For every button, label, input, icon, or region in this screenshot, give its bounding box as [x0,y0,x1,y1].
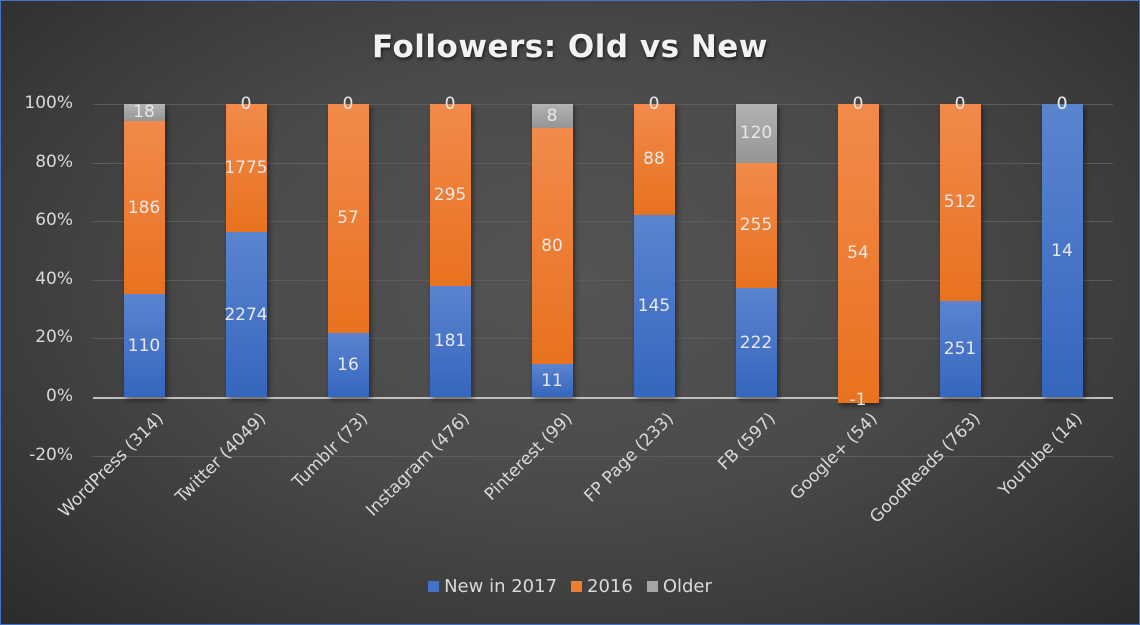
bar-segment-y2016[interactable] [939,104,981,301]
data-label: 0 [954,94,966,114]
bar-segment-new[interactable] [327,332,369,397]
bar-segment-new[interactable] [939,300,981,397]
gridline [93,221,1113,223]
y-tick-label: 0% [46,386,73,406]
bar-fb[interactable] [735,104,777,397]
x-tick-label: Pinterest (99) [480,409,577,505]
x-tick-label: WordPress (314) [54,409,168,522]
legend-label: 2016 [587,576,633,597]
bar-segment-new[interactable] [1041,104,1083,397]
bar-google+[interactable] [837,104,879,403]
y-tick-label: 40% [35,268,73,289]
legend-item-new[interactable]: New in 2017 [428,576,557,597]
x-tick-label: Tumblr (73) [288,409,373,493]
bar-segment-new[interactable] [633,214,675,397]
data-label: 8 [546,105,558,126]
legend-swatch-icon [571,580,583,592]
bar-segment-y2016[interactable] [429,104,471,286]
data-label: 186 [127,197,161,218]
data-label: 110 [127,335,161,356]
bar-youtube[interactable] [1041,104,1083,397]
bar-twitter[interactable] [225,104,267,397]
data-label: 80 [541,236,563,257]
data-label: 0 [1056,94,1068,114]
bar-segment-older[interactable] [123,104,165,121]
bar-segment-older[interactable] [735,104,777,163]
gridline [93,104,1113,105]
bar-segment-new[interactable] [123,294,165,397]
y-tick-label: 100% [24,93,73,113]
legend-item-older[interactable]: Older [646,576,712,597]
legend-swatch-icon [428,580,440,592]
y-tick-label: -20% [29,444,73,465]
legend-swatch-icon [646,580,658,592]
data-label: 1775 [224,158,268,179]
data-label: 57 [337,208,359,229]
bar-goodreads[interactable] [939,104,981,397]
bar-segment-y2016[interactable] [123,120,165,295]
bar-segment-y2016[interactable] [735,162,777,289]
data-label: 16 [337,354,359,375]
data-label: 2274 [224,304,268,325]
bar-instagram[interactable] [429,104,471,397]
bar-fp[interactable] [633,104,675,397]
bar-wordpress[interactable] [123,104,165,397]
bar-segment-older[interactable] [531,104,573,128]
bar-segment-y2016[interactable] [837,104,879,403]
bar-segment-y2016[interactable] [225,104,267,233]
data-label: 54 [847,243,869,264]
data-label: 181 [433,331,467,352]
bar-segment-new[interactable] [225,232,267,397]
data-label: 0 [648,94,660,114]
y-tick-label: 20% [35,327,73,348]
gridline [93,162,1113,164]
legend-label: Older [662,576,712,597]
bar-segment-y2016[interactable] [531,127,573,365]
data-label: 251 [943,338,977,359]
data-label: 295 [433,184,467,205]
x-tick-label: FP Page (233) [580,409,678,507]
bar-tumblr[interactable] [327,104,369,397]
bar-segment-new[interactable] [429,285,471,397]
data-label: 145 [637,295,671,316]
x-tick-label: FB (597) [714,409,780,475]
data-label: -1 [849,389,867,410]
data-label: 0 [240,94,252,114]
data-label: 11 [541,370,563,391]
x-tick-label: Twitter (4049) [171,409,271,508]
data-label: 0 [852,94,864,114]
gridline [93,397,1113,399]
legend: New in 2017 2016 Older [1,576,1139,597]
x-tick-label: Instagram (476) [362,409,474,521]
data-label: 0 [444,94,456,114]
bar-segment-new[interactable] [735,288,777,397]
bar-segment-y2016[interactable] [327,104,369,333]
data-label: 0 [1056,94,1068,114]
data-label: 512 [943,192,977,213]
data-label: 14 [1051,240,1073,261]
bar-pinterest[interactable] [531,104,573,397]
data-label: 0 [342,94,354,114]
y-tick-label: 80% [35,151,73,172]
bar-segment-y2016[interactable] [633,104,675,215]
bar-segment-new[interactable] [531,364,573,397]
gridline [93,455,1113,457]
data-label: 18 [133,102,155,123]
chart-title: Followers: Old vs New [372,29,768,65]
legend-item-y2016[interactable]: 2016 [571,576,633,597]
legend-label: New in 2017 [444,576,558,597]
x-tick-label: GoodReads (763) [866,409,985,528]
data-label: 88 [643,149,665,170]
gridline [93,279,1113,281]
data-label: 120 [739,123,773,144]
data-label: 255 [739,215,773,236]
y-tick-label: 60% [35,210,73,231]
data-label: 222 [739,332,773,353]
gridline [93,338,1113,340]
